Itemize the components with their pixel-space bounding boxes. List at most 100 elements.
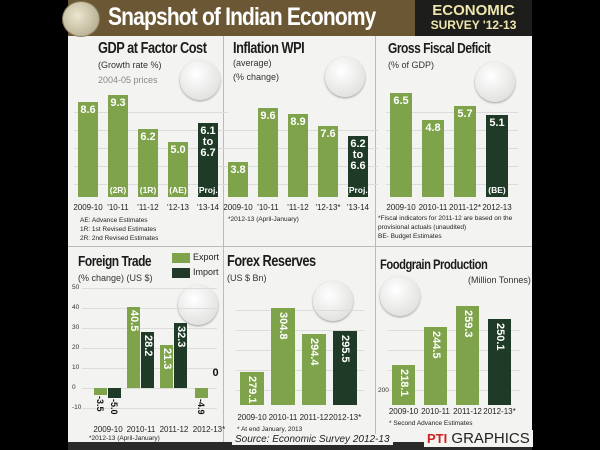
wheat-icon xyxy=(380,276,420,316)
gdp-sublabel: (2R) xyxy=(109,185,127,195)
inflation-category: '11-12 xyxy=(287,203,309,212)
trade-value: -3.5 xyxy=(95,396,105,412)
inflation-category: '12-13* xyxy=(315,203,341,212)
trade-bar xyxy=(108,388,121,398)
food-bar xyxy=(424,327,447,405)
legend-swatch-import xyxy=(172,268,190,278)
gridline xyxy=(82,308,217,309)
gdp-bar xyxy=(168,142,188,197)
fiscal-value: 4.8 xyxy=(425,122,441,135)
trade-value: 40.5 xyxy=(128,310,140,332)
gridline xyxy=(386,148,518,149)
gdp-value: 8.6 xyxy=(80,104,96,117)
gdp-note: 1R: 1st Revised Estimates xyxy=(80,226,157,233)
fiscal-subtitle: (% of GDP) xyxy=(388,60,435,70)
forex-value: 294.4 xyxy=(308,338,320,366)
gridline xyxy=(388,330,520,331)
gdp-value: 6.1 to 6.7 xyxy=(200,125,216,160)
fiscal-sublabel: (BE) xyxy=(488,185,506,195)
gdp-subtitle: (Growth rate %) xyxy=(98,60,162,70)
gdp-bar xyxy=(78,102,98,197)
forex-title: Forex Reserves xyxy=(227,253,316,270)
food-category: 2010-11 xyxy=(421,407,450,416)
gridline xyxy=(236,330,364,331)
source-note: Source: Economic Survey 2012-13 xyxy=(232,434,393,445)
currency-icon xyxy=(313,281,353,321)
y-tick: 30 xyxy=(72,324,80,331)
badge-line2: SURVEY '12-13 xyxy=(430,18,517,32)
legend-label-import: Import xyxy=(193,267,219,277)
gdp-bar xyxy=(198,123,218,197)
gdp-title: GDP at Factor Cost xyxy=(98,40,207,57)
gridline xyxy=(388,390,520,391)
forex-value: 279.1 xyxy=(246,376,258,404)
inflation-value: 8.9 xyxy=(290,116,306,129)
forex-category: 2010-11 xyxy=(268,413,298,422)
food-note: * Second Advance Estimates xyxy=(389,420,473,427)
y-tick: 50 xyxy=(72,284,80,291)
gdp-sublabel: (Proj.) xyxy=(196,185,221,195)
gdp-note: AE: Advance Estimates xyxy=(80,217,148,224)
gridline xyxy=(74,112,228,113)
gridline xyxy=(82,388,217,389)
fiscal-category: 2009-10 xyxy=(386,203,416,212)
divider xyxy=(375,36,376,442)
balloon-icon xyxy=(325,57,365,97)
forex-value: 304.8 xyxy=(277,312,289,340)
gdp-category: 2009-10 xyxy=(73,203,103,212)
legend-label-export: Export xyxy=(193,252,220,262)
gdp-category: '12-13 xyxy=(167,203,189,212)
forex-bar xyxy=(240,372,264,405)
food-bar xyxy=(456,305,479,405)
gdp-category: '11-12 xyxy=(137,203,159,212)
gridline xyxy=(386,130,518,131)
trade-bar xyxy=(160,345,173,388)
fiscal-category: 2010-11 xyxy=(418,203,448,212)
rupee-coin-icon xyxy=(62,1,100,37)
survey-badge: ECONOMIC SURVEY '12-13 xyxy=(415,0,532,36)
footer-bar xyxy=(68,442,532,450)
gridline xyxy=(236,370,364,371)
inflation-bar xyxy=(318,126,338,197)
ship-icon xyxy=(178,285,218,325)
fiscal-category: 2012-13 xyxy=(482,203,512,212)
divider xyxy=(68,246,532,247)
boxes-icon xyxy=(180,60,220,100)
trade-value: -4.9 xyxy=(196,398,206,415)
trade-subtitle: (% change) (US $) xyxy=(78,273,153,283)
forex-bar xyxy=(271,308,295,405)
forex-bar xyxy=(333,331,357,405)
fiscal-note: *Fiscal indicators for 2011-12 are based… xyxy=(378,215,513,222)
gridline xyxy=(236,390,364,391)
gdp-category: '13-14 xyxy=(197,203,219,212)
gdp-bar xyxy=(138,128,158,197)
declining-chart-icon xyxy=(475,62,515,102)
gridline xyxy=(82,408,217,409)
page-title: Snapshot of Indian Economy xyxy=(108,3,376,31)
inflation-bar xyxy=(288,114,308,197)
trade-bar xyxy=(174,323,187,388)
food-value: 218.1 xyxy=(398,368,410,397)
gridline xyxy=(386,112,518,113)
food-bar xyxy=(488,319,511,405)
trade-note: *2012-13 (April-January) xyxy=(89,435,160,442)
gdp-subtitle2: 2004-05 prices xyxy=(98,75,158,85)
pti-credit: PTI GRAPHICS xyxy=(424,430,533,447)
gridline xyxy=(236,310,364,311)
forex-subtitle: (US $ Bn) xyxy=(227,273,267,283)
trade-bar xyxy=(141,331,154,388)
trade-value: -5.0 xyxy=(109,399,119,415)
trade-bar xyxy=(94,388,107,395)
fiscal-title: Gross Fiscal Deficit xyxy=(388,40,491,57)
food-title: Foodgrain Production xyxy=(380,256,488,272)
food-category: 2011-12 xyxy=(453,407,482,416)
inflation-subtitle: (average) xyxy=(233,58,272,68)
gridline xyxy=(388,370,520,371)
trade-category: 2012-13* xyxy=(192,425,226,434)
header-band xyxy=(68,0,415,36)
gridline xyxy=(386,184,518,185)
badge-line1: ECONOMIC xyxy=(432,2,515,19)
fiscal-bar xyxy=(486,115,508,197)
forex-category: 2012-13* xyxy=(328,413,362,422)
fiscal-bar xyxy=(454,105,476,197)
